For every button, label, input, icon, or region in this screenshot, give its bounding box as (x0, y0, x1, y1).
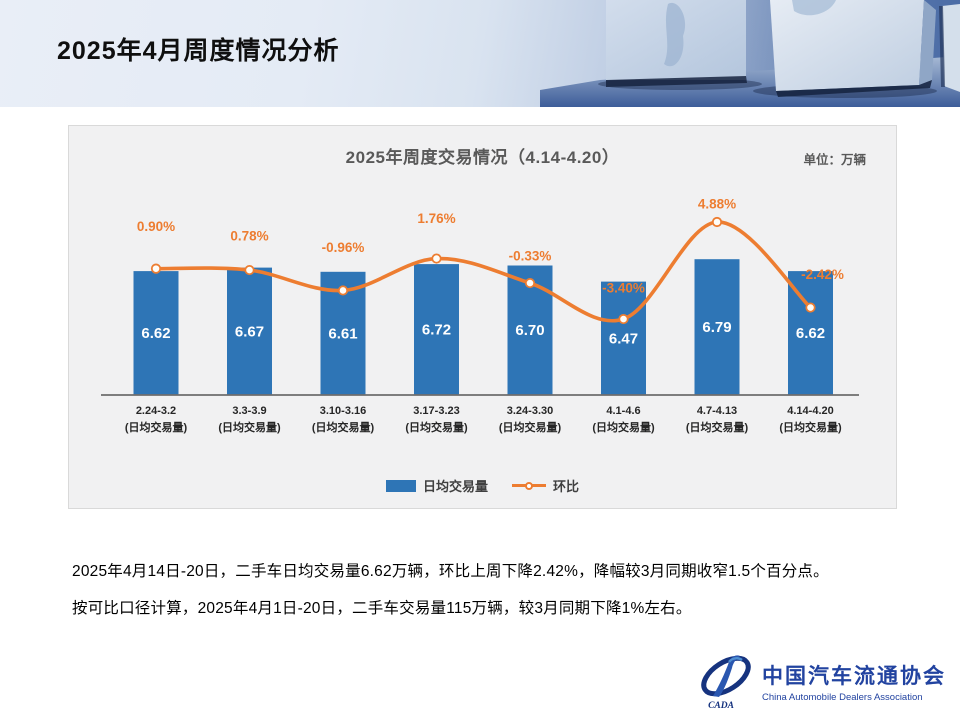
bar (694, 259, 740, 395)
x-tick-label: 4.7-4.13 (697, 405, 737, 417)
legend-bar-label: 日均交易量 (422, 479, 488, 494)
line-marker (244, 264, 255, 276)
x-tick-label: 3.3-3.9 (232, 405, 266, 417)
line-marker (618, 313, 629, 325)
logo-swoosh-accent (728, 657, 743, 663)
line-marker (524, 277, 536, 289)
bar-value-label: 6.62 (796, 325, 825, 342)
logo-swoosh (713, 655, 740, 697)
combo-chart-plot: 6.62 6.67 6.61 6.72 6.70 6.47 6.79 6.62 2.24-3.2… (101, 197, 859, 434)
commentary: 2025年4月14日-20日，二手车日均交易量6.62万辆，环比上周下降2.42… (72, 561, 912, 635)
x-tick-label: 4.1-4.6 (606, 405, 640, 417)
pct-label: -0.96% (322, 240, 365, 255)
legend-bar-swatch-icon (385, 479, 416, 492)
x-tick-label: 3.24-3.30 (507, 405, 553, 417)
pct-label: -3.40% (602, 281, 645, 296)
chart-title: 2025年周度交易情况（4.14-4.20） (345, 148, 620, 167)
logo-name-cn: 中国汽车流通协会 (762, 663, 946, 688)
bar-value-label: 6.70 (515, 322, 544, 339)
pct-label: -2.42% (801, 267, 844, 282)
chart-panel: 2025年周度交易情况（4.14-4.20） 单位：万辆 6.62 6.67 6.6… (68, 125, 897, 509)
x-tick-label: 3.17-3.23 (413, 405, 459, 417)
pct-label: -0.33% (509, 249, 552, 264)
legend-line-swatch-icon (512, 481, 546, 490)
logo-monogram: CADA (708, 701, 734, 711)
page-title: 2025年4月周度情况分析 (57, 37, 340, 65)
chart-legend: 日均交易量 环比 (69, 476, 896, 495)
bar-value-label: 6.72 (422, 322, 451, 339)
x-tick-sublabel: (日均交易量) (125, 420, 188, 434)
x-tick-sublabel: (日均交易量) (779, 420, 842, 434)
slide-header: 2025年4月周度情况分析 (0, 0, 960, 107)
bar (133, 271, 179, 395)
x-tick-label: 4.14-4.20 (787, 405, 833, 417)
legend-item-bar: 日均交易量 (385, 476, 488, 495)
bar-value-label: 6.67 (235, 323, 264, 340)
x-tick-sublabel: (日均交易量) (686, 420, 749, 434)
cada-logo-icon: CADA (701, 655, 751, 711)
x-tick-sublabel: (日均交易量) (499, 420, 562, 434)
world-map-silhouette (792, 0, 836, 16)
x-tick-sublabel: (日均交易量) (218, 420, 281, 434)
logo-text: 中国汽车流通协会 China Automobile Dealers Associ… (762, 660, 946, 703)
bar-value-label: 6.79 (702, 319, 731, 336)
x-tick-sublabel: (日均交易量) (312, 420, 375, 434)
legend-line-label: 环比 (553, 479, 580, 494)
cube-2 (770, 0, 936, 97)
legend-line-marker-icon (525, 481, 533, 490)
footer-logo: CADA 中国汽车流通协会 China Automobile Dealers A… (698, 651, 946, 711)
line-marker (711, 216, 723, 228)
bar-value-label: 6.47 (609, 330, 638, 347)
bar (227, 267, 272, 395)
logo-name-en: China Automobile Dealers Association (762, 691, 923, 703)
x-tick-label: 3.10-3.16 (320, 405, 366, 417)
pct-label: 1.76% (417, 211, 455, 226)
pct-label: 0.78% (230, 229, 268, 244)
x-tick-sublabel: (日均交易量) (592, 420, 655, 434)
commentary-line-2: 按可比口径计算，2025年4月1日-20日，二手车交易量115万辆，较3月同期下… (72, 600, 692, 617)
pct-label: 4.88% (698, 197, 736, 212)
world-map-silhouette (664, 2, 686, 67)
decorative-cubes-image (540, 0, 960, 107)
commentary-line-1: 2025年4月14日-20日，二手车日均交易量6.62万辆，环比上周下降2.42… (72, 563, 829, 580)
chart-unit-label: 单位：万辆 (803, 153, 866, 167)
line-marker (805, 302, 816, 313)
bar-value-label: 6.62 (141, 325, 170, 342)
bar-value-label: 6.61 (328, 325, 357, 342)
x-tick-label: 2.24-3.2 (136, 405, 176, 417)
pct-label: 0.90% (137, 219, 175, 234)
line-marker (150, 263, 162, 274)
bar (601, 281, 646, 395)
cube-1 (606, 0, 747, 87)
line-marker (337, 285, 349, 296)
bar (414, 264, 459, 395)
x-tick-sublabel: (日均交易量) (405, 420, 468, 434)
cube-3 (939, 4, 960, 92)
line-marker (431, 253, 442, 264)
legend-item-line: 环比 (512, 476, 579, 495)
